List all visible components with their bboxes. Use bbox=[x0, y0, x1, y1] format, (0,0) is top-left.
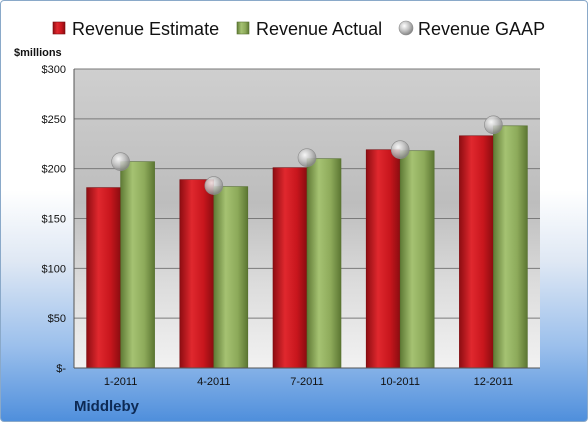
actual-bar bbox=[306, 158, 342, 369]
legend-label: Revenue GAAP bbox=[418, 19, 545, 39]
legend-label: Revenue Estimate bbox=[72, 19, 219, 39]
estimate-bar bbox=[86, 187, 121, 369]
legend-swatch bbox=[236, 21, 250, 35]
y-tick-label: $300 bbox=[42, 64, 66, 76]
x-tick-label: 4-2011 bbox=[197, 376, 230, 388]
actual-bar bbox=[120, 161, 155, 369]
legend-label: Revenue Actual bbox=[256, 19, 382, 39]
x-tick-label: 7-2011 bbox=[290, 376, 323, 388]
legend-swatch bbox=[398, 20, 414, 36]
y-tick-label: $150 bbox=[42, 214, 66, 226]
actual-bar bbox=[213, 186, 249, 369]
y-tick-label: $100 bbox=[42, 263, 66, 275]
x-tick-label: 10-2011 bbox=[380, 376, 420, 388]
y-unit-label: $millions bbox=[14, 47, 62, 59]
estimate-bar bbox=[459, 135, 494, 369]
actual-bar bbox=[493, 125, 528, 369]
estimate-bar bbox=[272, 167, 308, 369]
y-tick-label: $200 bbox=[42, 164, 66, 176]
x-tick-label: 1-2011 bbox=[104, 376, 137, 388]
gaap-marker bbox=[111, 152, 130, 171]
y-tick-label: $- bbox=[56, 363, 66, 375]
y-tick-label: $250 bbox=[42, 114, 66, 126]
gaap-marker bbox=[484, 115, 503, 135]
y-tick-label: $50 bbox=[48, 313, 66, 325]
actual-bar bbox=[399, 150, 435, 369]
x-tick-label: 12-2011 bbox=[474, 376, 514, 388]
estimate-bar bbox=[365, 149, 401, 369]
gaap-marker bbox=[390, 140, 410, 160]
gaap-marker bbox=[297, 148, 317, 168]
estimate-bar bbox=[179, 179, 215, 369]
company-name: Middleby bbox=[74, 398, 140, 415]
legend-swatch bbox=[52, 21, 66, 35]
gaap-marker bbox=[204, 176, 224, 195]
